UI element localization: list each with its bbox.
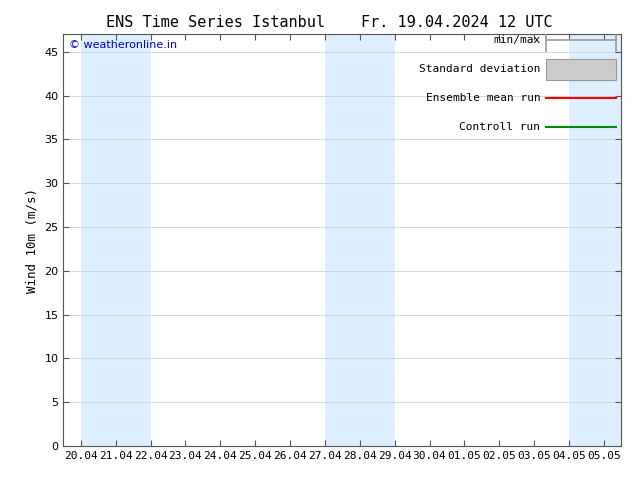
Text: Standard deviation: Standard deviation: [419, 64, 540, 74]
Text: Controll run: Controll run: [460, 122, 540, 132]
Bar: [81, 34, 150, 446]
Text: Ensemble mean run: Ensemble mean run: [425, 93, 540, 103]
Text: min/max: min/max: [493, 35, 540, 46]
Text: ENS Time Series Istanbul: ENS Time Series Istanbul: [106, 15, 325, 30]
Bar: [325, 34, 394, 446]
Text: Fr. 19.04.2024 12 UTC: Fr. 19.04.2024 12 UTC: [361, 15, 552, 30]
Bar: [546, 59, 616, 79]
Bar: [569, 34, 621, 446]
Text: © weatheronline.in: © weatheronline.in: [69, 41, 177, 50]
Y-axis label: Wind 10m (m/s): Wind 10m (m/s): [26, 188, 39, 293]
